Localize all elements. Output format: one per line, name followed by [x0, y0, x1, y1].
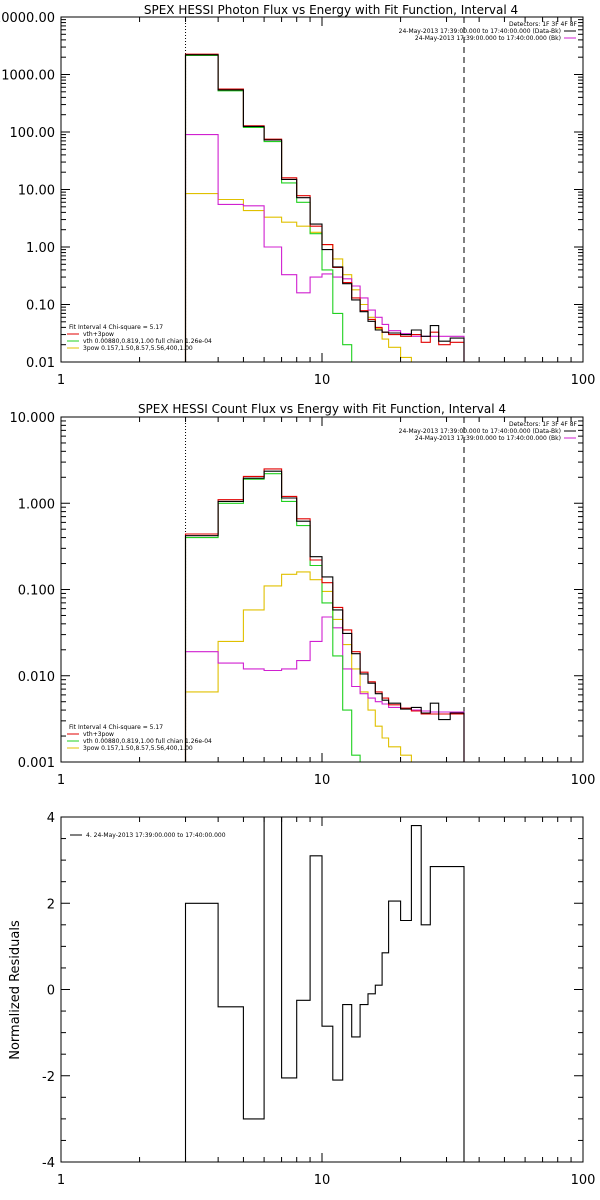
count-flux-y-tick-label: 10.000: [10, 411, 56, 426]
count-flux-histogram-series-4: [184, 571, 412, 762]
residuals-y-tick-label: -4: [42, 1156, 55, 1171]
count-flux-histogram-series-0: [184, 470, 465, 762]
residuals-y-tick-label: -2: [42, 1070, 55, 1085]
count-flux-axes: 1 10 100 0.001 0.010 0.100 1.000 10.000: [10, 411, 596, 788]
photon-flux-title: SPEX HESSI Photon Flux vs Energy with Fi…: [144, 3, 518, 17]
residuals-plot-area: [184, 817, 465, 1162]
count-flux-title: SPEX HESSI Count Flux vs Energy with Fit…: [138, 402, 506, 416]
photon-flux-frame: [60, 16, 584, 363]
count-flux-legend-entry: 24-May-2013 17:39:00.000 to 17:40:00.000…: [415, 435, 561, 442]
photon-flux-legend-entry: Fit Interval 4 Chi-square = 5.17: [69, 324, 163, 331]
residuals-axes: 1 10 100 -4 -2 0 2 4: [42, 811, 595, 1188]
residuals-histogram-series-0: [184, 817, 465, 1162]
count-flux-plot-area: [184, 417, 465, 762]
count-flux-legend-entry: vth 0.00880,0.819,1.00 full chian 1.26e-…: [83, 738, 212, 745]
count-flux-histogram-series-1: [184, 468, 465, 762]
residuals-y-tick-label: 2: [47, 897, 55, 912]
count-flux-y-tick-label: 0.001: [18, 756, 55, 771]
residuals-legend-entry: 4. 24-May-2013 17:39:00.000 to 17:40:00.…: [86, 832, 226, 839]
residuals-x-tick-label: 1: [57, 1173, 65, 1188]
count-flux-legend-entry: vth+3pow: [83, 731, 114, 738]
residuals-y-tick-label: 0: [47, 984, 55, 999]
count-flux-histogram-series-3: [184, 616, 465, 762]
photon-flux-histogram-series-1: [184, 53, 465, 362]
residuals-x-tick-label: 100: [571, 1173, 596, 1188]
count-flux-legend-entry: 24-May-2013 17:39:00.000 to 17:40:00.000…: [399, 428, 561, 435]
photon-flux-x-tick-label: 100: [571, 373, 596, 388]
count-flux-x-tick-label: 100: [571, 773, 596, 788]
count-flux-x-tick-label: 1: [57, 773, 65, 788]
residuals-x-tick-label: 10: [314, 1173, 331, 1188]
photon-flux-histogram-series-2: [184, 54, 353, 362]
photon-flux-axes: 1 10 100 0.01 0.10 1.00 10.00 100.00 1000.00 1000…: [0, 11, 595, 388]
count-flux-legend-entry: Detectors: 1F 3F 4F 8F: [509, 421, 578, 428]
photon-flux-legend-entry: vth 0.00880,0.819,1.00 full chian 1.26e-…: [83, 338, 212, 345]
photon-flux-y-tick-label: 0.10: [26, 299, 55, 314]
count-flux-histogram-series-2: [184, 473, 361, 762]
residuals-panel: 1 10 100 -4 -2 0 2 4 4. 24-May-2013 17:39:00.00…: [8, 811, 595, 1188]
photon-flux-legend-entry: 3pow 0.157,1.50,8.57,5.56,400,1.00: [83, 345, 193, 352]
photon-flux-panel: SPEX HESSI Photon Flux vs Energy with Fi…: [0, 3, 595, 388]
photon-flux-y-tick-label: 1000.00: [1, 69, 55, 84]
count-flux-legend-entry: Fit Interval 4 Chi-square = 5.17: [69, 724, 163, 731]
photon-flux-y-tick-label: 10.00: [18, 184, 55, 199]
photon-flux-y-tick-label: 1.00: [26, 241, 55, 256]
count-flux-legend-entry: 3pow 0.157,1.50,8.57,5.56,400,1.00: [83, 745, 193, 752]
photon-flux-histogram-series-4: [184, 193, 412, 362]
residuals-y-tick-label: 4: [47, 811, 55, 826]
photon-flux-histogram-series-0: [184, 54, 465, 362]
photon-flux-legend-entry: 24-May-2013 17:39:00.000 to 17:40:00.000…: [415, 35, 561, 42]
count-flux-y-tick-label: 0.100: [18, 584, 55, 599]
count-flux-x-tick-label: 10: [314, 773, 331, 788]
photon-flux-x-tick-label: 1: [57, 373, 65, 388]
residuals-legends: 4. 24-May-2013 17:39:00.000 to 17:40:00.…: [70, 832, 226, 839]
count-flux-y-tick-label: 1.000: [18, 497, 55, 512]
count-flux-y-tick-label: 0.010: [18, 670, 55, 685]
photon-flux-y-tick-label: 100.00: [10, 126, 56, 141]
photon-flux-x-tick-label: 10: [314, 373, 331, 388]
photon-flux-y-tick-label: 0.01: [26, 356, 55, 371]
residuals-y-axis-label: Normalized Residuals: [8, 920, 23, 1060]
photon-flux-y-tick-label: 10000.00: [0, 11, 55, 26]
photon-flux-histogram-series-3: [184, 134, 465, 362]
photon-flux-legend-entry: 24-May-2013 17:39:00.000 to 17:40:00.000…: [399, 28, 561, 35]
photon-flux-legend-entry: vth+3pow: [83, 331, 114, 338]
count-flux-panel: SPEX HESSI Count Flux vs Energy with Fit…: [10, 402, 596, 788]
photon-flux-plot-area: [184, 17, 465, 362]
photon-flux-legend-entry: Detectors: 1F 3F 4F 8F: [509, 21, 578, 28]
